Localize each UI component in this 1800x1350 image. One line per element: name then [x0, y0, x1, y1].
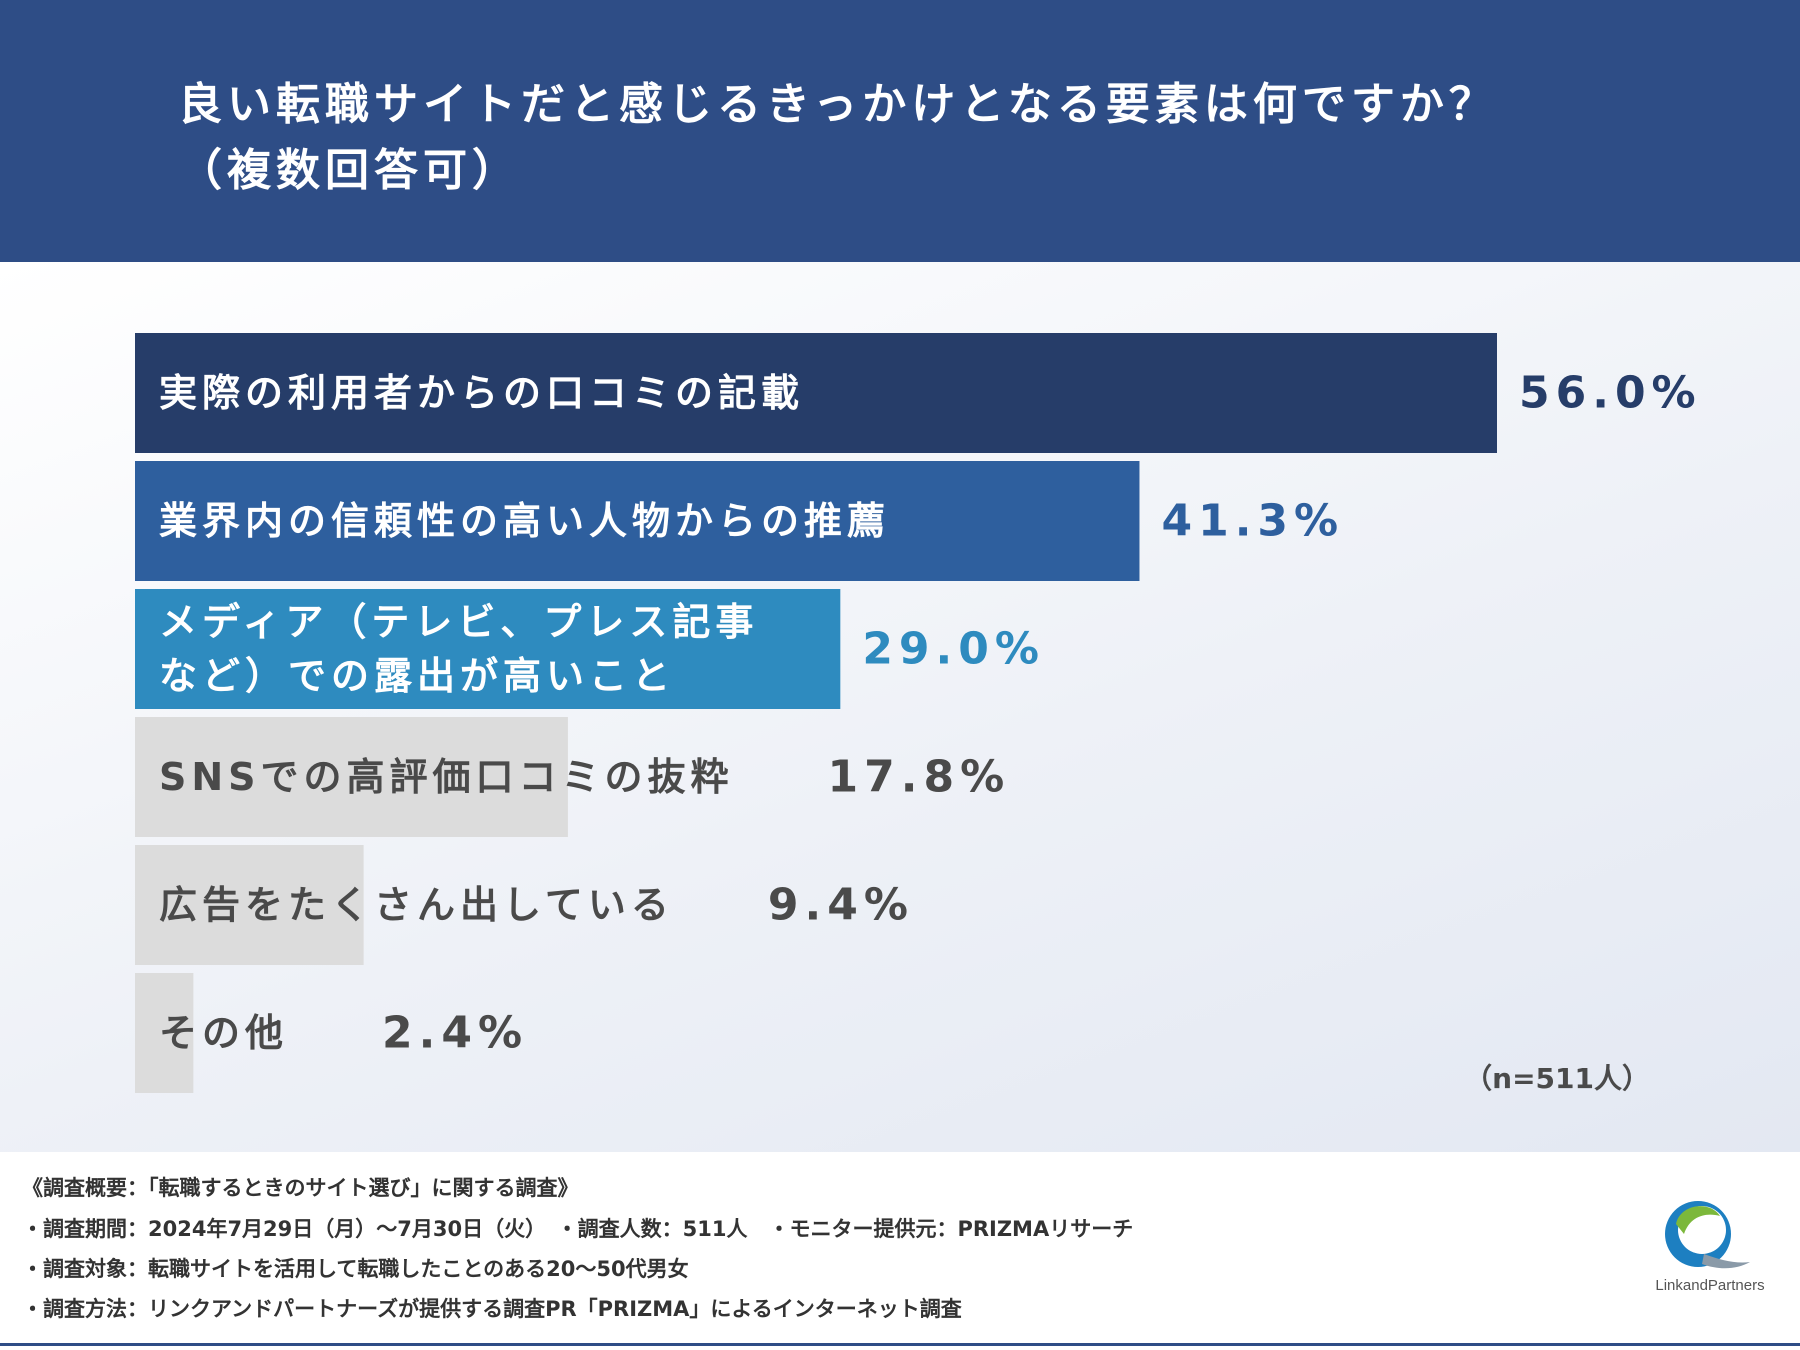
- bar-label-2-line-0: メディア（テレビ、プレス記事: [159, 600, 758, 644]
- company-logo: LinkandPartners: [1655, 1201, 1765, 1294]
- value-label-2: 29.0%: [862, 624, 1045, 675]
- value-label-1: 41.3%: [1161, 496, 1344, 547]
- bar-label-5: その他: [159, 1011, 288, 1055]
- chart-area: 実際の利用者からの口コミの記載 56.0% 業界内の信頼性の高い人物からの推薦 41.…: [0, 262, 1800, 1152]
- bar-label-3: SNSでの高評価口コミの抜粋: [159, 755, 734, 799]
- bar-label-0: 実際の利用者からの口コミの記載: [159, 371, 804, 415]
- bar-label-2-line-1: など）での露出が高いこと: [159, 654, 675, 698]
- bar-chart: 実際の利用者からの口コミの記載 56.0% 業界内の信頼性の高い人物からの推薦 41.…: [135, 333, 1702, 1093]
- bar-5: [135, 973, 194, 1093]
- value-label-5: 2.4%: [382, 1008, 528, 1059]
- survey-target: ・調査対象：転職サイトを活用して転職したことのある20～50代男女: [22, 1257, 689, 1281]
- logo-wordmark: LinkandPartners: [1655, 1277, 1764, 1294]
- bottom-rule: [0, 1343, 1800, 1346]
- page-title: 良い転職サイトだと感じるきっかけとなる要素は何ですか？ （複数回答可）: [178, 79, 1498, 196]
- bar-3: [135, 717, 568, 837]
- survey-method: ・調査方法：リンクアンドパートナーズが提供する調査PR「PRIZMA」によるイン…: [22, 1297, 962, 1321]
- value-label-3: 17.8%: [828, 752, 1011, 803]
- logo-green-leaf: [1676, 1206, 1720, 1234]
- survey-period: ・調査期間：2024年7月29日（月）～7月30日（火） ・調査人数：511人 …: [22, 1217, 1134, 1241]
- logo-swoosh: [1702, 1254, 1750, 1269]
- header-banner: 良い転職サイトだと感じるきっかけとなる要素は何ですか？ （複数回答可）: [0, 0, 1800, 262]
- bar-1: [135, 461, 1140, 581]
- sample-size: （n=511人）: [1464, 1062, 1650, 1095]
- survey-title: 《調査概要：「転職するときのサイト選び」に関する調査》: [22, 1176, 579, 1200]
- bar-label-4: 広告をたくさん出している: [159, 883, 674, 927]
- survey-footer: 《調査概要：「転職するときのサイト選び」に関する調査》 ・調査期間：2024年7…: [0, 1152, 1800, 1350]
- bar-label-1: 業界内の信頼性の高い人物からの推薦: [159, 499, 890, 543]
- bar-0: [135, 333, 1497, 453]
- bar-4: [135, 845, 364, 965]
- value-label-0: 56.0%: [1519, 368, 1702, 419]
- bar-2: [135, 589, 841, 709]
- value-label-4: 9.4%: [768, 880, 914, 931]
